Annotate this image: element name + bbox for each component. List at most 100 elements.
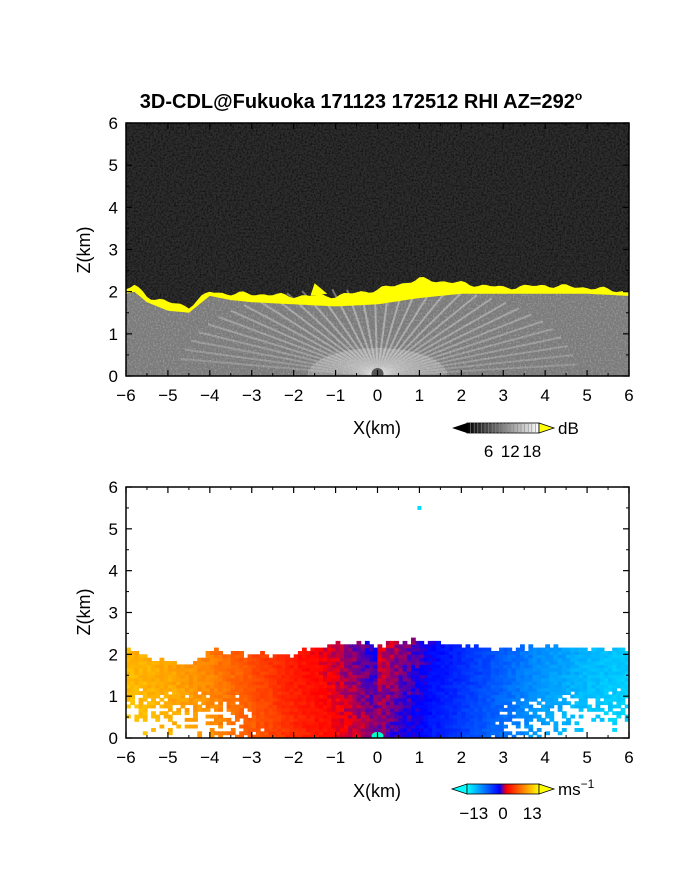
velocity-cell: [603, 684, 609, 689]
velocity-cell: [318, 734, 324, 738]
velocity-cell: [624, 691, 629, 695]
velocity-cell: [452, 677, 458, 682]
velocity-cell: [499, 667, 504, 672]
velocity-cell: [557, 701, 563, 706]
velocity-cell: [482, 677, 488, 682]
velocity-cell: [486, 701, 492, 706]
velocity-cell: [394, 644, 400, 649]
velocity-cell: [511, 657, 517, 662]
velocity-cell: [247, 704, 253, 709]
velocity-cell: [188, 677, 194, 682]
velocity-cell: [352, 677, 358, 682]
snr-beam: [271, 295, 379, 376]
velocity-cell: [335, 717, 341, 722]
velocity-cell: [578, 697, 584, 702]
velocity-cell: [440, 704, 446, 709]
snr-beam: [377, 363, 577, 376]
velocity-cell: [302, 711, 307, 716]
velocity-cell: [247, 677, 253, 682]
velocity-cell: [390, 707, 395, 712]
velocity-cell: [360, 694, 366, 699]
velocity-cell: [364, 704, 370, 709]
velocity-cell: [364, 640, 370, 645]
velocity-cell: [369, 647, 374, 652]
velocity-cell: [561, 664, 567, 669]
velocity-cell: [167, 667, 173, 672]
snr-beam: [376, 288, 433, 376]
velocity-cell: [260, 687, 265, 692]
velocity-cell: [302, 697, 307, 702]
velocity-cell: [251, 671, 257, 675]
velocity-cell: [163, 671, 169, 675]
velocity-cell: [511, 674, 517, 679]
snr-y-axis-label: Z(km): [74, 227, 94, 274]
velocity-cell: [306, 664, 311, 669]
velocity-cell: [566, 691, 571, 695]
velocity-cell: [147, 701, 152, 706]
velocity-cell: [214, 694, 219, 699]
velocity-cell: [314, 714, 320, 719]
velocity-cell: [323, 731, 328, 736]
velocity-cell: [369, 734, 374, 738]
velocity-cell: [473, 717, 479, 722]
velocity-cell: [419, 697, 425, 702]
velocity-cell: [356, 728, 362, 732]
velocity-cell: [587, 651, 592, 655]
velocity-cell: [331, 717, 337, 722]
velocity-cell: [352, 717, 358, 722]
velocity-cell: [427, 728, 433, 732]
velocity-cell: [214, 657, 219, 662]
velocity-cell: [595, 691, 601, 695]
velocity-cell: [469, 731, 475, 736]
velocity-cell: [415, 701, 420, 706]
velocity-cell: [465, 734, 471, 738]
velocity-cell: [293, 701, 299, 706]
velocity-cell: [532, 714, 538, 719]
velocity-cell: [193, 667, 198, 672]
velocity-cell: [306, 731, 311, 736]
velocity-cell: [235, 667, 240, 672]
velocity-cell: [406, 681, 412, 685]
velocity-cell: [394, 671, 400, 675]
velocity-cell: [457, 667, 462, 672]
snr-x-tick-label: 3: [499, 386, 508, 405]
snr-beam: [377, 320, 544, 376]
velocity-cell: [385, 657, 391, 662]
velocity-y-tick-label: 6: [109, 478, 118, 497]
velocity-cell: [197, 681, 203, 685]
velocity-cell: [184, 707, 190, 712]
velocity-cell: [222, 731, 228, 736]
velocity-cell: [461, 671, 467, 675]
velocity-cell: [226, 654, 232, 659]
velocity-cell: [411, 691, 416, 695]
velocity-cell: [461, 704, 467, 709]
velocity-cell: [255, 677, 261, 682]
velocity-cell: [310, 677, 316, 682]
velocity-cell: [553, 694, 559, 699]
velocity-cell: [385, 731, 391, 736]
velocity-cell: [444, 647, 450, 652]
velocity-cell: [482, 731, 488, 736]
velocity-cell: [612, 664, 617, 669]
velocity-cell: [335, 671, 341, 675]
velocity-cell: [260, 717, 265, 722]
velocity-cell: [310, 721, 316, 726]
velocity-cell: [264, 714, 270, 719]
velocity-cell: [260, 731, 265, 736]
velocity-cell: [172, 664, 177, 669]
velocity-cell: [159, 661, 165, 665]
velocity-cell: [394, 640, 400, 645]
velocity-cell: [587, 664, 592, 669]
velocity-cell: [444, 644, 450, 649]
velocity-cell: [574, 674, 580, 679]
velocity-cell: [302, 721, 307, 726]
velocity-cell: [612, 651, 617, 655]
velocity-cell: [201, 707, 207, 712]
velocity-cell: [520, 687, 525, 692]
velocity-cell: [620, 687, 626, 692]
velocity-cell: [478, 671, 483, 675]
velocity-cell: [520, 657, 525, 662]
velocity-cell: [364, 671, 370, 675]
velocity-cell: [247, 654, 253, 659]
velocity-cell: [197, 674, 203, 679]
